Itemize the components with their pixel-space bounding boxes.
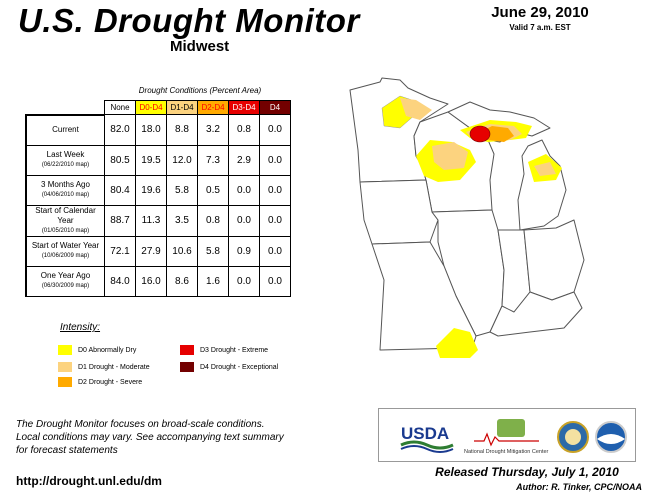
table-cell: 10.6 (166, 235, 198, 267)
legend-swatch (180, 345, 194, 355)
table-cell: 0.9 (228, 235, 260, 267)
note-line: Local conditions may vary. See accompany… (16, 432, 284, 443)
state-iowa (359, 179, 439, 245)
legend-label: D0 Abnormally Dry (78, 347, 137, 354)
table-row: Start of Water Year (10/06/2009 map) 72.1 2… (25, 235, 291, 267)
map-date: June 29, 2010 (491, 4, 589, 21)
legend-label: D1 Drought - Moderate (78, 364, 150, 371)
website-url[interactable]: http://drought.unl.edu/dm (16, 474, 162, 488)
state-ohio (523, 219, 585, 301)
table-cell: 7.3 (197, 144, 229, 176)
ndmc-logo: National Drought Mitigation Center (464, 419, 549, 455)
table-cell: 3.2 (197, 114, 229, 146)
table-row: One Year Ago (06/30/2009 map) 84.0 16.0 8.6 1… (25, 265, 291, 297)
note-line: for forecast statements (16, 445, 118, 456)
table-cell: 19.5 (135, 144, 167, 176)
row-label: Current (25, 113, 105, 146)
table-cell: 0.0 (259, 204, 291, 237)
table-cell: 0.0 (259, 235, 291, 267)
row-label: 3 Months Ago (04/06/2010 map) (25, 174, 105, 206)
table-cell: 0.0 (259, 114, 291, 146)
col-header: D1-D4 (166, 100, 198, 115)
table-row: 3 Months Ago (04/06/2010 map) 80.4 19.6 5.8 0… (25, 174, 291, 206)
table-row: Current 82.0 18.0 8.8 3.2 0.8 0.0 (25, 113, 291, 146)
col-header: None (104, 100, 136, 115)
note-line: The Drought Monitor focuses on broad-sca… (16, 419, 265, 430)
valid-time: Valid 7 a.m. EST (509, 23, 571, 32)
table-cell: 18.0 (135, 114, 167, 146)
table-cell: 82.0 (104, 114, 136, 146)
state-kentucky (489, 291, 583, 337)
logo-bar: USDA National Drought Mitigation Center (378, 408, 636, 462)
legend-label: D4 Drought - Exceptional (200, 364, 279, 371)
svg-text:National Drought Mitigation Ce: National Drought Mitigation Center (464, 449, 549, 455)
row-label: Start of Calendar Year (01/05/2010 map) (25, 204, 105, 237)
table-row: Last Week (06/22/2010 map) 80.5 19.5 12.0 7.3… (25, 144, 291, 176)
d1-area (400, 98, 432, 120)
col-header: D2-D4 (197, 100, 229, 115)
legend-label: D3 Drought - Extreme (200, 347, 269, 354)
table-cell: 72.1 (104, 235, 136, 267)
legend-label: D2 Drought - Severe (78, 379, 143, 386)
table-cell: 16.0 (135, 265, 167, 297)
d1-area (534, 162, 556, 176)
legend-swatch (180, 362, 194, 372)
table-cell: 0.0 (228, 174, 260, 206)
table-cell: 80.5 (104, 144, 136, 176)
table-cell: 5.8 (197, 235, 229, 267)
col-header: D3-D4 (228, 100, 260, 115)
region-name: Midwest (170, 38, 230, 55)
table-cell: 1.6 (197, 265, 229, 297)
legend-swatch (58, 345, 72, 355)
table-cell: 88.7 (104, 204, 136, 237)
legend-swatch (58, 362, 72, 372)
table-cell: 5.8 (166, 174, 198, 206)
table-cell: 0.0 (259, 265, 291, 297)
row-label: Start of Water Year (10/06/2009 map) (25, 235, 105, 267)
table-cell: 8.6 (166, 265, 198, 297)
table-cell: 19.6 (135, 174, 167, 206)
d1-area (432, 142, 468, 170)
col-header: D0-D4 (135, 100, 167, 115)
release-date: Released Thursday, July 1, 2010 (435, 465, 619, 479)
row-label: One Year Ago (06/30/2009 map) (25, 265, 105, 297)
notes: The Drought Monitor focuses on broad-sca… (16, 418, 346, 457)
table-cell: 8.8 (166, 114, 198, 146)
drought-areas (381, 95, 562, 358)
table-cell: 0.8 (197, 204, 229, 237)
table-cell: 11.3 (135, 204, 167, 237)
table-cell: 3.5 (166, 204, 198, 237)
d3-area (469, 125, 491, 143)
legend-swatch (58, 377, 72, 387)
table-cell: 0.8 (228, 114, 260, 146)
table-cell: 27.9 (135, 235, 167, 267)
table-cell: 2.9 (228, 144, 260, 176)
table-cell: 0.0 (259, 144, 291, 176)
row-label: Last Week (06/22/2010 map) (25, 144, 105, 176)
col-header: D4 (259, 100, 291, 115)
table-cell: 84.0 (104, 265, 136, 297)
table-cell: 12.0 (166, 144, 198, 176)
table-row: Start of Calendar Year (01/05/2010 map) 88… (25, 204, 291, 237)
usda-logo: USDA (401, 424, 449, 443)
table-cell: 0.0 (228, 265, 260, 297)
author: Author: R. Tinker, CPC/NOAA (516, 482, 642, 492)
map-title: U.S. Drought Monitor (18, 2, 360, 39)
conditions-title: Drought Conditions (Percent Area) (138, 86, 262, 95)
table-cell: 0.0 (259, 174, 291, 206)
state-michigan-lp (517, 139, 567, 231)
table-cell: 80.4 (104, 174, 136, 206)
drought-map (349, 77, 585, 358)
intensity-heading: Intensity: (60, 322, 101, 333)
drought-conditions-table: None D0-D4 D1-D4 D2-D4 D3-D4 D4 Current 8… (25, 100, 291, 297)
table-cell: 0.5 (197, 174, 229, 206)
d0-area (436, 328, 478, 358)
table-cell: 0.0 (228, 204, 260, 237)
